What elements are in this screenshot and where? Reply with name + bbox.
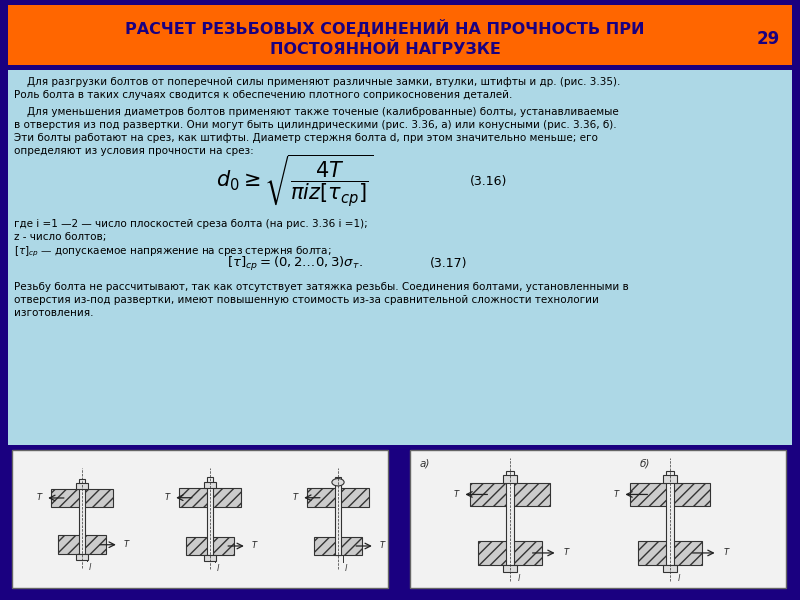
Text: отверстия из-под развертки, имеют повышенную стоимость из-за сравнительной сложн: отверстия из-под развертки, имеют повыше… <box>14 295 599 305</box>
Bar <box>76 554 88 560</box>
Bar <box>478 541 542 565</box>
Bar <box>58 535 106 554</box>
Text: Эти болты работают на срез, как штифты. Диаметр стержня болта d, при этом значит: Эти болты работают на срез, как штифты. … <box>14 133 598 143</box>
Ellipse shape <box>332 479 344 486</box>
Bar <box>204 556 216 562</box>
Text: (3.17): (3.17) <box>430 257 467 271</box>
Bar <box>630 483 710 506</box>
Text: l: l <box>518 574 521 583</box>
Text: T: T <box>37 493 42 502</box>
Bar <box>204 482 216 488</box>
Text: l: l <box>678 574 681 583</box>
Text: T: T <box>379 541 385 551</box>
Text: [$\tau$]$_{cp}$ — допускаемое напряжение на срез стержня болта;: [$\tau$]$_{cp}$ — допускаемое напряжение… <box>14 245 331 259</box>
Bar <box>662 565 678 572</box>
Text: ПОСТОЯННОЙ НАГРУЗКЕ: ПОСТОЯННОЙ НАГРУЗКЕ <box>270 41 501 56</box>
Bar <box>638 541 702 565</box>
Text: z - число болтов;: z - число болтов; <box>14 232 106 242</box>
Text: определяют из условия прочности на срез:: определяют из условия прочности на срез: <box>14 146 254 156</box>
Text: 29: 29 <box>756 30 780 48</box>
Text: Для разгрузки болтов от поперечной силы применяют различные замки, втулки, штифт: Для разгрузки болтов от поперечной силы … <box>14 77 620 87</box>
Text: T: T <box>563 548 569 557</box>
Text: T: T <box>614 490 618 499</box>
Bar <box>506 471 514 565</box>
Text: T: T <box>123 540 129 549</box>
Bar <box>307 488 369 507</box>
Text: T: T <box>165 493 170 502</box>
Bar <box>76 482 88 488</box>
Text: Для уменьшения диаметров болтов применяют также точеные (калиброванные) болты, у: Для уменьшения диаметров болтов применяю… <box>14 107 618 117</box>
Bar <box>179 488 241 507</box>
Text: l: l <box>89 563 91 572</box>
Text: где i =1 —2 — число плоскостей среза болта (на рис. 3.36 i =1);: где i =1 —2 — число плоскостей среза бол… <box>14 219 368 229</box>
Bar <box>186 536 234 556</box>
Text: l: l <box>345 564 347 573</box>
Bar <box>666 471 674 565</box>
Text: (3.16): (3.16) <box>470 175 507 187</box>
Bar <box>12 450 388 588</box>
Text: T: T <box>293 493 298 502</box>
Bar <box>502 565 518 572</box>
Text: Роль болта в таких случаях сводится к обеспечению плотного соприкосновения детал: Роль болта в таких случаях сводится к об… <box>14 90 512 100</box>
Text: $[\tau]_{cp} =(0,2 \ldots 0,3)\sigma_т.$: $[\tau]_{cp} =(0,2 \ldots 0,3)\sigma_т.$ <box>227 255 363 273</box>
Text: в отверстия из под развертки. Они могут быть цилиндрическими (рис. 3.36, а) или : в отверстия из под развертки. Они могут … <box>14 120 617 130</box>
Bar <box>51 488 113 508</box>
Text: $d_0 \geq \sqrt{\dfrac{4T}{\pi iz[\tau_{cp}]}}$: $d_0 \geq \sqrt{\dfrac{4T}{\pi iz[\tau_{… <box>216 153 374 209</box>
Text: б): б) <box>640 458 650 468</box>
Text: РАСЧЕТ РЕЗЬБОВЫХ СОЕДИНЕНИЙ НА ПРОЧНОСТЬ ПРИ: РАСЧЕТ РЕЗЬБОВЫХ СОЕДИНЕНИЙ НА ПРОЧНОСТЬ… <box>126 19 645 37</box>
Bar <box>206 478 214 556</box>
Text: l: l <box>217 564 219 573</box>
Bar <box>334 478 342 556</box>
Bar <box>502 475 518 483</box>
Bar <box>410 450 786 588</box>
Text: T: T <box>251 541 257 551</box>
Text: Резьбу болта не рассчитывают, так как отсутствует затяжка резьбы. Соединения бол: Резьбу болта не рассчитывают, так как от… <box>14 282 629 292</box>
Bar <box>314 536 362 556</box>
Text: T: T <box>723 548 729 557</box>
Bar <box>78 479 86 554</box>
Bar <box>8 70 792 445</box>
Bar <box>8 5 792 65</box>
Bar <box>662 475 678 483</box>
Bar <box>470 483 550 506</box>
Text: T: T <box>454 490 458 499</box>
Text: а): а) <box>420 458 430 468</box>
Text: изготовления.: изготовления. <box>14 308 94 318</box>
